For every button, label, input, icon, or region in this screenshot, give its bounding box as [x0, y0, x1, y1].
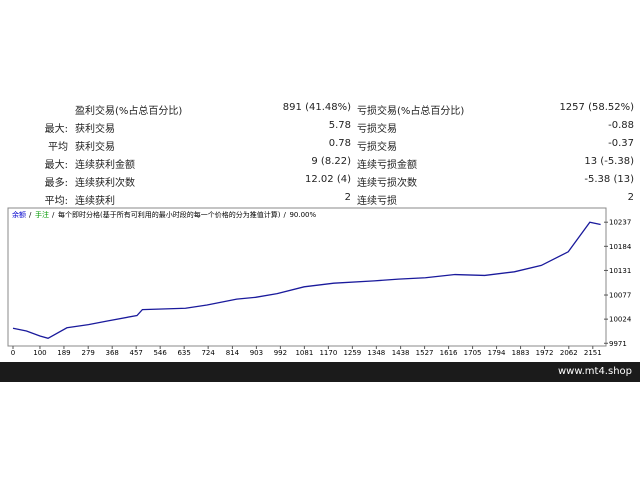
legend-separator: /	[29, 211, 32, 219]
stat-value: 2	[627, 192, 634, 203]
stat-value: 9 (8.22)	[311, 156, 351, 167]
x-tick-label: 279	[82, 349, 95, 357]
x-tick-label: 724	[201, 349, 215, 357]
stat-value: 1257 (58.52%)	[559, 102, 634, 113]
x-tick-label: 903	[250, 349, 263, 357]
stat-value: 5.78	[328, 120, 351, 131]
x-tick-label: 2151	[584, 349, 602, 357]
y-tick-label: 9971	[609, 340, 627, 348]
stat-label: 最多:	[44, 178, 68, 189]
stat-label: 盈利交易(%占总百分比)	[75, 106, 183, 117]
x-tick-label: 1170	[319, 349, 337, 357]
legend-entry: 余额	[12, 210, 26, 219]
x-tick-label: 635	[177, 349, 190, 357]
x-tick-label: 1883	[512, 349, 530, 357]
stat-value: 0.78	[328, 138, 351, 149]
stat-label: 最大:	[44, 160, 68, 171]
stat-value: -5.38 (13)	[584, 174, 634, 185]
stat-value: -0.88	[608, 120, 634, 131]
stat-label: 获利交易	[75, 124, 115, 135]
stats-row: 盈利交易(%占总百分比) 891 (41.48%) 亏损交易(%占总百分比) 1257…	[0, 99, 640, 117]
stat-value: 891 (41.48%)	[282, 102, 351, 113]
stat-label: 最大:	[44, 124, 68, 135]
stats-row: 平均: 连续获利 2 连续亏损 2	[0, 189, 640, 207]
x-tick-label: 1527	[416, 349, 434, 357]
legend-entry: 90.00%	[289, 211, 316, 219]
stat-label: 连续亏损次数	[357, 178, 417, 189]
x-tick-label: 1972	[536, 349, 554, 357]
stat-label: 平均	[48, 142, 68, 153]
stat-value: 12.02 (4)	[305, 174, 351, 185]
legend-separator: /	[283, 211, 286, 219]
x-tick-label: 100	[33, 349, 46, 357]
x-tick-label: 457	[129, 349, 142, 357]
y-tick-label: 10184	[609, 243, 632, 251]
stat-value: -0.37	[608, 138, 634, 149]
x-tick-label: 1348	[367, 349, 385, 357]
x-tick-label: 814	[226, 349, 240, 357]
y-tick-label: 10024	[609, 316, 632, 324]
y-tick-label: 10237	[609, 219, 631, 227]
x-tick-label: 1705	[464, 349, 482, 357]
x-tick-label: 2062	[560, 349, 578, 357]
stats-row: 平均 获利交易 0.78 亏损交易 -0.37	[0, 135, 640, 153]
stat-label: 平均:	[44, 196, 68, 207]
legend-entry: 每个即时分格(基于所有可利用的最小时段的每一个价格的分为推值计算)	[58, 210, 281, 219]
x-tick-label: 1794	[488, 349, 506, 357]
x-tick-label: 1259	[343, 349, 361, 357]
stat-label: 亏损交易	[357, 124, 397, 135]
stat-value: 13 (-5.38)	[584, 156, 634, 167]
stat-label: 获利交易	[75, 142, 115, 153]
stat-label: 连续亏损	[357, 196, 397, 207]
stat-label: 连续亏损金额	[357, 160, 417, 171]
stats-row: 最大: 获利交易 5.78 亏损交易 -0.88	[0, 117, 640, 135]
footer-bar: www.mt4.shop	[0, 362, 640, 382]
x-tick-label: 0	[11, 349, 15, 357]
footer-text: www.mt4.shop	[557, 366, 632, 377]
stats-table: 盈利交易(%占总百分比) 891 (41.48%) 亏损交易(%占总百分比) 1257…	[0, 99, 640, 207]
x-tick-label: 1081	[295, 349, 313, 357]
stat-value: 2	[344, 192, 351, 203]
x-tick-label: 189	[57, 349, 70, 357]
x-tick-label: 1616	[440, 349, 458, 357]
stats-row: 最多: 连续获利次数 12.02 (4) 连续亏损次数 -5.38 (13)	[0, 171, 640, 189]
x-tick-label: 1438	[392, 349, 410, 357]
x-tick-label: 368	[106, 349, 119, 357]
y-tick-label: 10077	[609, 292, 631, 300]
y-tick-label: 10131	[609, 267, 631, 275]
stat-label: 亏损交易	[357, 142, 397, 153]
plot-frame	[7, 207, 607, 347]
stat-label: 亏损交易(%占总百分比)	[357, 106, 465, 117]
legend-separator: /	[52, 211, 55, 219]
stats-row: 最大: 连续获利金额 9 (8.22) 连续亏损金额 13 (-5.38)	[0, 153, 640, 171]
stat-label: 连续获利	[75, 196, 115, 207]
balance-line	[12, 221, 601, 339]
chart: 余额 / 手注 / 每个即时分格(基于所有可利用的最小时段的每一个价格的分为推值计算) /…	[7, 207, 632, 357]
legend-entry: 手注	[35, 210, 49, 219]
stat-label: 连续获利金额	[75, 160, 135, 171]
x-tick-label: 546	[153, 349, 167, 357]
stat-label: 连续获利次数	[75, 178, 135, 189]
x-tick-label: 992	[274, 349, 287, 357]
